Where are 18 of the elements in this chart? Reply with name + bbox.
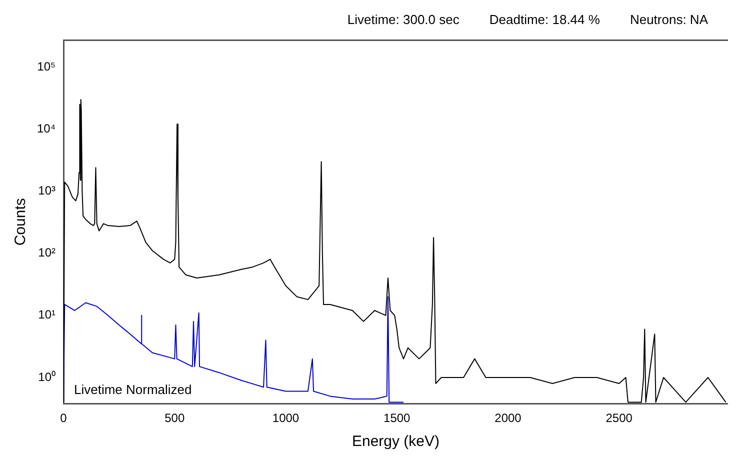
x-tick-label: 2500: [606, 411, 633, 426]
x-axis-title: Energy (keV): [352, 433, 440, 450]
y-axis-title: Counts: [12, 198, 30, 246]
text: Deadtime: 18.44 %: [489, 12, 600, 26]
y-tick-label: 10³: [38, 184, 56, 198]
x-tick-label: 1500: [384, 411, 411, 426]
x-tick-label: 1000: [272, 411, 300, 426]
annotation: Livetime Normalized: [74, 382, 192, 397]
y-tick-label: 10⁰: [38, 370, 56, 384]
x-tick-label: 2000: [494, 411, 522, 426]
y-tick-label: 10¹: [38, 308, 56, 322]
y-tick-label: 10⁴: [36, 121, 56, 136]
x-tick-label: 0: [60, 411, 68, 426]
x-tick-label: 500: [164, 411, 185, 426]
text: Neutrons: NA: [630, 12, 708, 26]
y-tick-label: 10²: [38, 246, 56, 260]
y-tick-label: 10⁵: [37, 59, 56, 74]
text: Livetime: 300.0 sec: [347, 12, 460, 26]
